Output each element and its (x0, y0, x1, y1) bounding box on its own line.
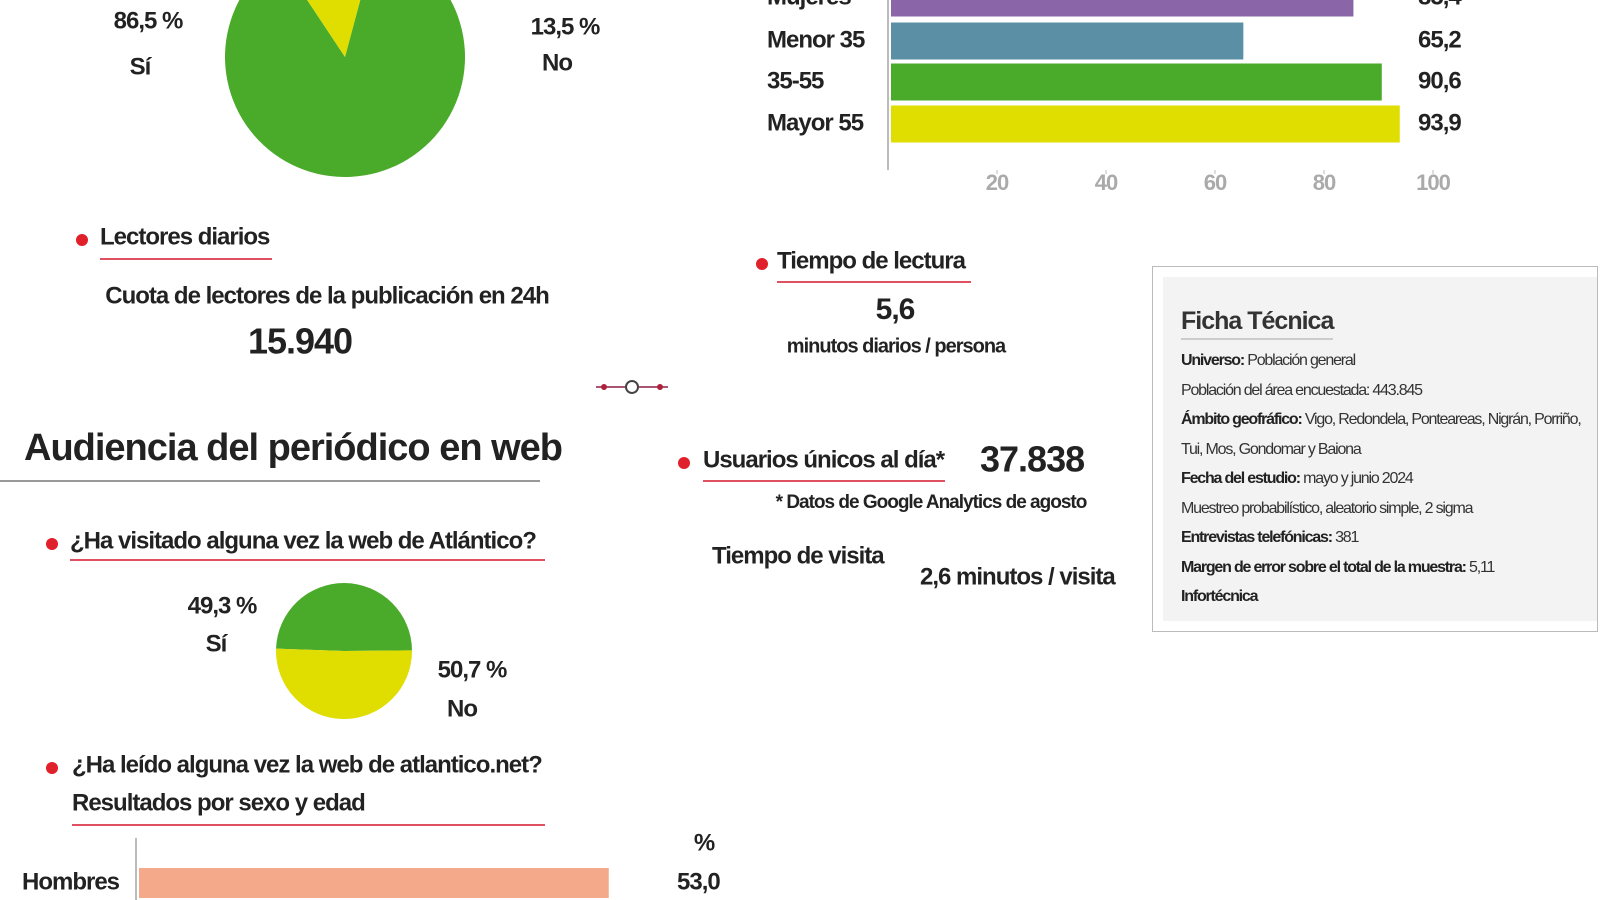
ficha-item: Población del área encuestada: 443.845 (1181, 376, 1581, 406)
big-number: 15.940 (248, 321, 352, 362)
ficha-item: Muestreo probabilístico, aleatorio simpl… (1181, 494, 1581, 524)
heading: ¿Ha visitado alguna vez la web de Atlánt… (70, 527, 536, 554)
caption: Cuota de lectores de la publicación en 2… (105, 282, 549, 309)
bar (891, 0, 1354, 17)
bar (891, 105, 1400, 143)
ficha-items: Universo: Población general Población del… (1181, 346, 1582, 612)
bullet (76, 234, 88, 246)
pie-slice (225, 0, 465, 177)
category-label: Sí (206, 630, 229, 657)
value-label: 65,2 (1418, 26, 1461, 53)
bullet (46, 762, 58, 774)
bar (891, 22, 1244, 60)
subtitle: Resultados por sexo y edad (72, 789, 365, 816)
ficha-item: Universo: Población general (1181, 346, 1581, 376)
x-tick-label: 100 (1416, 170, 1450, 195)
ficha-text: Muestreo probabilístico, aleatorio simpl… (1181, 499, 1473, 517)
bullet (678, 457, 690, 469)
pie-slice (276, 648, 412, 720)
ficha-key: Ámbito geofráfico: (1181, 411, 1303, 428)
value-label: 86,5 % (114, 7, 183, 34)
x-tick-label: 20 (986, 170, 1009, 195)
divider-dot (657, 384, 663, 390)
bullet (46, 538, 58, 550)
heading: Tiempo de lectura (777, 247, 967, 274)
section-title: Audiencia del periódico en web (24, 427, 562, 469)
ficha-text: Vigo, Redondela, Ponteareas, Nigrán, Por… (1181, 411, 1582, 458)
value-label: 90,6 (1418, 67, 1461, 94)
category-label: 35-55 (767, 67, 824, 94)
divider-ring (625, 380, 639, 394)
value-label: 53,0 (677, 868, 720, 895)
unit: minutos diarios / persona (787, 335, 1007, 357)
ficha-text: mayo y junio 2024 (1303, 470, 1414, 487)
big-number: 37.838 (980, 439, 1084, 480)
ficha-key: Universo: (1181, 352, 1245, 369)
x-tick-label: 40 (1095, 170, 1118, 195)
note: * Datos de Google Analytics de agosto (776, 492, 1087, 513)
bullet (756, 258, 768, 270)
value-label: 93,9 (1418, 109, 1461, 136)
ficha-key: Margen de error sobre el total de la mue… (1181, 558, 1467, 576)
ficha-key: Infortécnica (1181, 588, 1259, 605)
label: Tiempo de visita (712, 542, 885, 569)
ficha-box: Ficha Técnica Universo: Población genera… (1152, 266, 1598, 632)
ficha-item: Infortécnica (1181, 582, 1581, 612)
ficha-panel: Ficha Técnica Universo: Población genera… (1163, 277, 1597, 621)
category-label: No (447, 695, 477, 722)
ficha-item: Margen de error sobre el total de la mue… (1181, 553, 1581, 583)
value-label: 49,3 % (188, 592, 257, 619)
ficha-key: Fecha del estudio: (1181, 470, 1301, 487)
divider-dot (601, 384, 607, 390)
category-label: Mayor 55 (767, 109, 864, 136)
value: 2,6 minutos / visita (920, 563, 1116, 590)
bar (891, 63, 1382, 101)
category-label: Hombres (22, 868, 120, 895)
x-tick-label: 60 (1204, 170, 1227, 195)
ficha-text: 5,11 (1469, 558, 1495, 576)
ficha-text: Población del área encuestada: 443.845 (1181, 381, 1423, 399)
heading: Usuarios únicos al día* (703, 446, 946, 473)
heading: ¿Ha leído alguna vez la web de atlantico… (72, 751, 542, 778)
ficha-text: Población general (1247, 352, 1356, 369)
pie-slice (307, 0, 361, 57)
ficha-item: Fecha del estudio: mayo y junio 2024 (1181, 464, 1581, 494)
unit-label: % (694, 829, 715, 856)
ficha-item: Ámbito geofráfico: Vigo, Redondela, Pont… (1181, 405, 1582, 464)
ficha-title: Ficha Técnica (1181, 307, 1334, 340)
value-label: 85,4 (1418, 0, 1462, 10)
x-tick-label: 80 (1313, 170, 1336, 195)
ficha-key: Entrevistas telefónicas: (1181, 529, 1333, 546)
category-label: Sí (130, 53, 153, 80)
category-label: No (542, 49, 572, 76)
category-label: Mujeres (767, 0, 851, 10)
category-label: Menor 35 (767, 26, 865, 53)
value-label: 50,7 % (438, 656, 507, 683)
big-number: 5,6 (876, 293, 915, 326)
value-label: 13,5 % (531, 13, 600, 40)
ficha-item: Entrevistas telefónicas: 381 (1181, 523, 1581, 553)
ficha-text: 381 (1335, 529, 1359, 546)
heading: Lectores diarios (100, 223, 270, 250)
pie-slice (276, 582, 412, 651)
bar (139, 868, 609, 898)
